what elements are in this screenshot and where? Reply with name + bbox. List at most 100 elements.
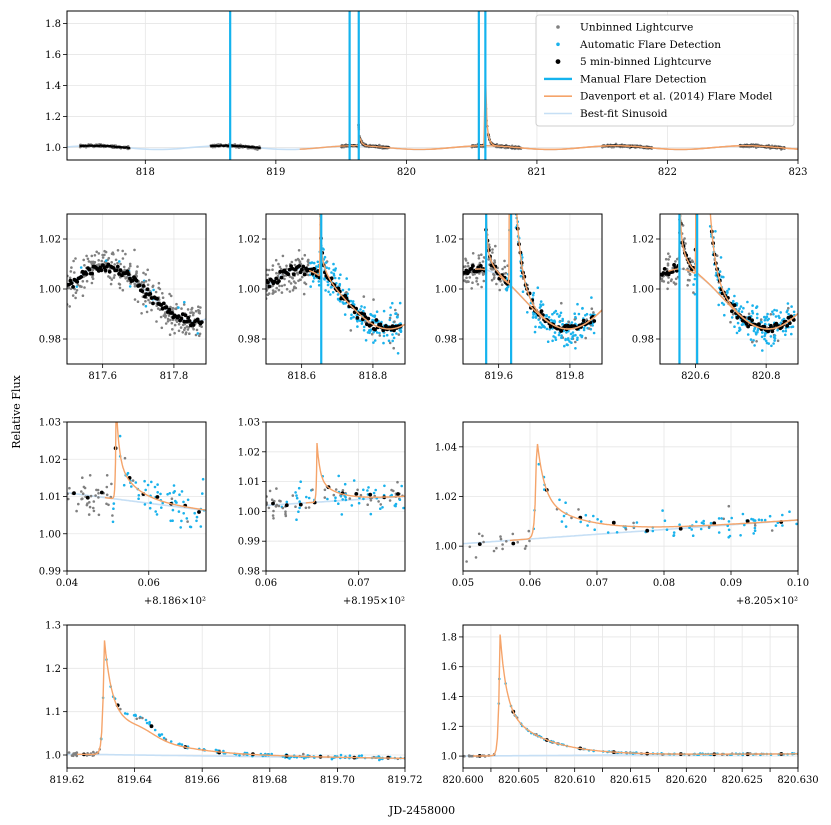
auto-flare-point	[545, 314, 548, 318]
unbinned-point	[349, 329, 353, 332]
unbinned-point	[297, 279, 300, 283]
auto-flare-point	[606, 531, 610, 534]
panel-flare1: 819.62 819.64 819.66 819.68 819.70 819.72 1.0 1…	[45, 621, 422, 787]
binned-point	[144, 292, 149, 296]
binned-point	[134, 278, 139, 283]
auto-flare-point	[112, 507, 115, 511]
auto-flare-point	[347, 288, 351, 291]
x-tick-label: 819	[266, 167, 285, 178]
auto-flare-point	[736, 321, 740, 325]
auto-flare-point	[513, 163, 516, 166]
unbinned-point	[71, 294, 75, 297]
unbinned-point	[97, 492, 100, 495]
auto-flare-point	[362, 325, 366, 329]
binned-point	[99, 490, 104, 495]
unbinned-point	[142, 303, 145, 306]
unbinned-point	[135, 274, 138, 278]
unbinned-point	[126, 279, 129, 283]
flare-model-curve	[305, 442, 405, 504]
binned-point	[140, 289, 145, 293]
auto-flare-point	[118, 260, 121, 263]
auto-flare-point	[717, 517, 721, 520]
y-tick-label: 1.6	[441, 662, 457, 673]
auto-flare-point	[576, 338, 579, 342]
unbinned-point	[133, 298, 137, 301]
unbinned-point	[499, 535, 502, 538]
auto-flare-point	[332, 274, 336, 277]
auto-flare-point	[372, 319, 375, 322]
auto-flare-point	[570, 341, 573, 345]
auto-flare-point	[513, 169, 516, 172]
unbinned-point	[103, 253, 106, 257]
unbinned-point	[85, 279, 89, 283]
unbinned-point	[90, 254, 94, 258]
y-tick-label: 1.0	[441, 752, 457, 763]
auto-flare-point	[348, 754, 352, 757]
unbinned-point	[396, 480, 399, 484]
auto-flare-point	[323, 278, 326, 281]
y-tick-label: 1.03	[39, 418, 61, 429]
auto-flare-point	[390, 493, 394, 497]
auto-flare-point	[778, 316, 781, 320]
binned-point	[69, 281, 74, 285]
unbinned-point	[145, 310, 149, 314]
x-tick-label: 0.05	[452, 578, 474, 589]
auto-flare-point	[156, 483, 159, 486]
auto-flare-point	[538, 325, 541, 329]
unbinned-point	[492, 549, 496, 553]
auto-flare-point	[364, 339, 368, 342]
binned-point	[291, 272, 296, 277]
unbinned-point	[274, 258, 278, 262]
unbinned-point	[303, 253, 307, 257]
auto-flare-point	[308, 273, 312, 277]
binned-point	[84, 272, 89, 276]
auto-flare-point	[692, 283, 695, 286]
unbinned-point	[332, 493, 336, 497]
auto-flare-point	[635, 521, 639, 524]
auto-flare-point	[551, 312, 554, 316]
unbinned-point	[359, 493, 363, 497]
auto-flare-point	[735, 331, 739, 335]
binned-point	[762, 324, 767, 329]
auto-flare-point	[699, 527, 703, 531]
binned-point	[191, 323, 196, 327]
unbinned-point	[67, 751, 71, 754]
unbinned-point	[182, 303, 186, 306]
unbinned-point	[174, 307, 177, 311]
auto-flare-point	[327, 290, 330, 294]
auto-flare-point	[156, 491, 159, 494]
binned-point	[75, 279, 80, 284]
auto-flare-point	[288, 757, 291, 760]
auto-flare-point	[122, 483, 126, 487]
unbinned-point	[661, 279, 664, 283]
auto-flare-point	[168, 492, 172, 495]
auto-flare-point	[329, 293, 332, 296]
binned-point	[301, 264, 306, 269]
auto-flare-point	[570, 337, 574, 341]
y-tick-label: 1.0	[45, 751, 61, 762]
unbinned-point	[123, 456, 127, 460]
auto-flare-point	[392, 336, 396, 340]
auto-flare-point	[764, 339, 768, 343]
flare-model-curve	[426, 72, 798, 151]
auto-flare-point	[118, 434, 122, 438]
auto-flare-point	[772, 342, 775, 345]
auto-flare-point	[761, 331, 764, 334]
auto-flare-point	[396, 352, 400, 355]
unbinned-point	[493, 273, 496, 277]
unbinned-point	[388, 341, 392, 345]
x-axis-label: JD-2458000	[388, 804, 455, 817]
unbinned-point	[144, 300, 147, 303]
panel-day4: 820.6 820.8 0.98 1.00 1.02	[632, 213, 799, 382]
unbinned-point	[277, 288, 281, 292]
unbinned-point	[113, 263, 116, 266]
unbinned-point	[133, 282, 136, 286]
y-tick-label: 1.8	[441, 632, 457, 643]
unbinned-point	[158, 287, 162, 291]
auto-flare-point	[196, 332, 200, 335]
auto-flare-point	[302, 757, 306, 760]
unbinned-point	[674, 260, 677, 263]
x-tick-label: 820.605	[498, 775, 539, 786]
x-tick-label: 820.600	[442, 775, 483, 786]
x-tick-label: 819.66	[185, 775, 220, 786]
